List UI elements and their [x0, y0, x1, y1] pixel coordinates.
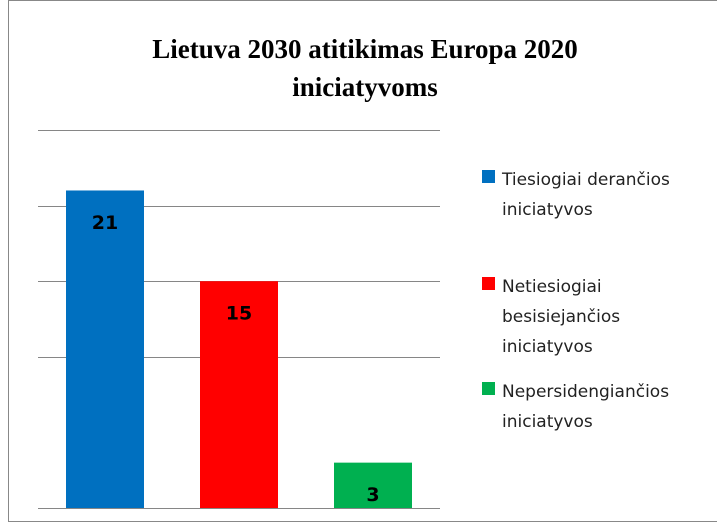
- legend-swatch: [482, 382, 495, 395]
- bar: [66, 190, 144, 509]
- data-label: 21: [92, 212, 118, 234]
- bar: [334, 462, 412, 508]
- legend-swatch: [482, 277, 495, 290]
- chart-frame: [8, 0, 717, 522]
- legend-label: Tiesiogiai derančios iniciatyvos: [502, 170, 670, 220]
- bar: [200, 281, 278, 508]
- data-label: 15: [226, 303, 252, 325]
- data-label: 3: [366, 484, 379, 506]
- legend-swatch: [482, 170, 495, 183]
- legend-label: Nepersidengiančios iniciatyvos: [502, 382, 670, 432]
- chart-title: Lietuva 2030 atitikimas Europa 2020 inic…: [152, 34, 578, 102]
- legend-label: Netiesiogiai besisiejančios iniciatyvos: [502, 277, 621, 357]
